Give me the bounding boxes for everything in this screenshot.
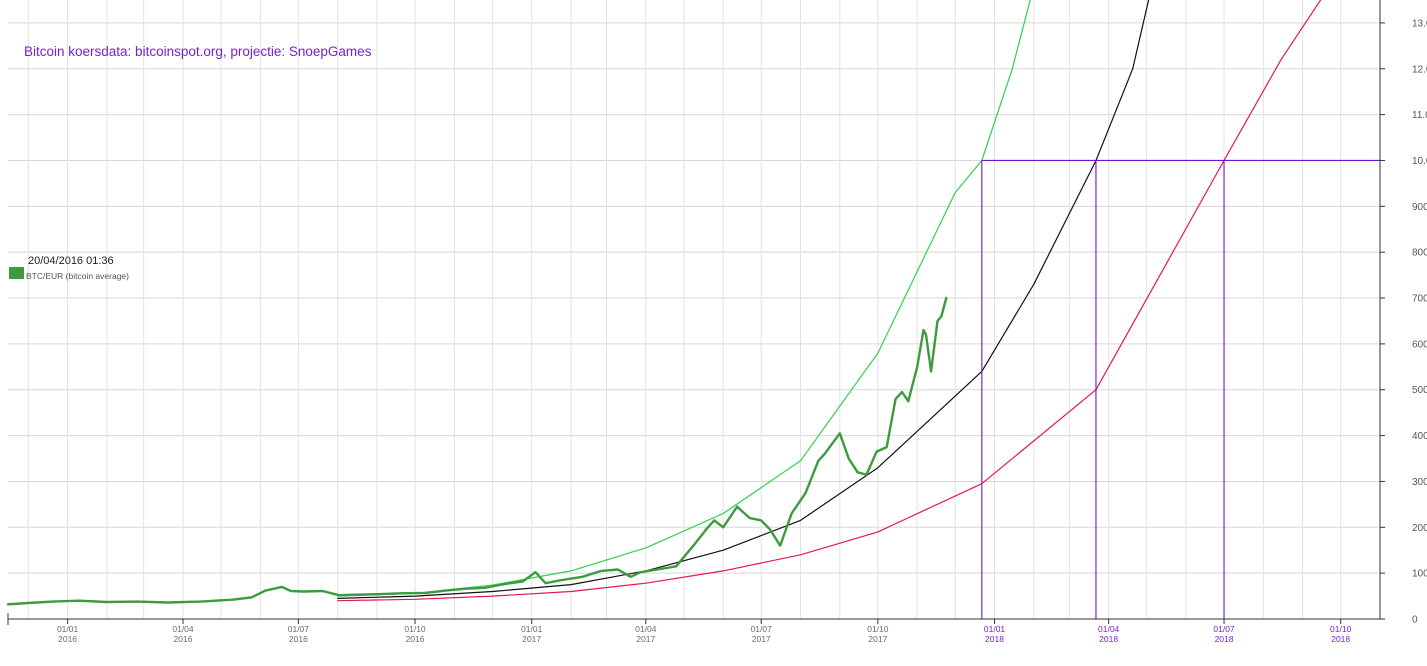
x-tick-label-7-line2: 2017: [868, 634, 887, 644]
y-tick-label-5: 5000: [1412, 385, 1427, 396]
x-tick-label-0-line1: 01/01: [57, 624, 79, 634]
legend-label-btc: BTC/EUR (bitcoin average): [26, 271, 129, 281]
y-tick-label-13: 13.000: [1412, 18, 1427, 29]
y-tick-label-3: 3000: [1412, 477, 1427, 488]
series-line-btc-eur: [6, 296, 948, 606]
y-tick-label-12: 12.000: [1412, 64, 1427, 75]
legend-swatch-btc: [9, 267, 24, 279]
y-tick-label-2: 2000: [1412, 523, 1427, 534]
x-tick-label-4-line1: 01/01: [521, 624, 543, 634]
x-tick-label-9-line1: 01/04: [1098, 624, 1120, 634]
x-tick-label-0-line2: 2016: [58, 634, 77, 644]
x-tick-label-11-line1: 01/10: [1330, 624, 1352, 634]
y-tick-label-9: 9000: [1412, 202, 1427, 213]
x-tick-label-3-line2: 2016: [406, 634, 425, 644]
x-tick-label-9-line2: 2018: [1099, 634, 1118, 644]
legend-date: 20/04/2016 01:36: [28, 255, 114, 267]
y-tick-label-4: 4000: [1412, 431, 1427, 442]
y-tick-labels: 0 1000 2000 3000 4000 5000 6000 7000 8000 9000 10.…: [1380, 18, 1427, 626]
y-tick-label-10: 10.000: [1412, 156, 1427, 167]
x-tick-label-10-line1: 01/07: [1213, 624, 1235, 634]
legend: 20/04/2016 01:36 BTC/EUR (bitcoin averag…: [9, 255, 129, 281]
x-tick-label-4-line2: 2017: [522, 634, 541, 644]
y-tick-label-1: 1000: [1412, 569, 1427, 580]
x-tick-label-2-line1: 01/07: [288, 624, 310, 634]
x-tick-label-11-line2: 2018: [1331, 634, 1350, 644]
y-tick-label-11: 11.000: [1412, 110, 1427, 121]
chart-title: Bitcoin koersdata: bitcoinspot.org, proj…: [24, 44, 372, 59]
y-tick-label-0: 0: [1412, 615, 1418, 626]
x-tick-label-1-line2: 2016: [174, 634, 193, 644]
y-tick-label-6: 6000: [1412, 339, 1427, 350]
series-line-projection-1: [337, 0, 1031, 597]
projection-lines: [981, 159, 1380, 619]
x-tick-label-1-line1: 01/04: [172, 624, 194, 634]
x-tick-label-10-line2: 2018: [1215, 634, 1234, 644]
axes: [7, 0, 1381, 625]
x-tick-label-2-line2: 2016: [289, 634, 308, 644]
y-tick-label-7: 7000: [1412, 294, 1427, 305]
x-tick-label-5-line2: 2017: [636, 634, 655, 644]
x-tick-label-5-line1: 01/04: [635, 624, 657, 634]
x-tick-label-8-line1: 01/01: [984, 624, 1006, 634]
x-tick-label-3-line1: 01/10: [404, 624, 426, 634]
y-tick-label-8: 8000: [1412, 248, 1427, 259]
x-tick-labels: 01/01201601/04201601/07201601/10201601/0…: [57, 619, 1352, 644]
x-tick-label-7-line1: 01/10: [867, 624, 889, 634]
x-tick-label-6-line2: 2017: [752, 634, 771, 644]
x-tick-label-8-line2: 2018: [985, 634, 1004, 644]
grid-lines: [8, 0, 1380, 619]
x-tick-label-6-line1: 01/07: [751, 624, 773, 634]
